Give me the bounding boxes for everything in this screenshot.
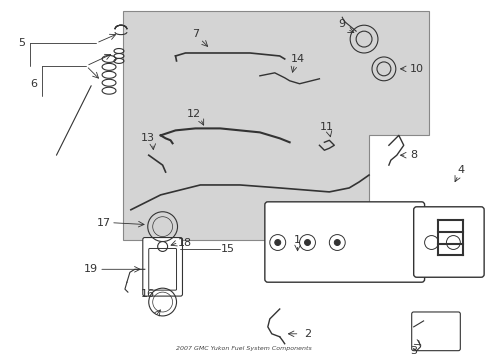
Text: 16: 16 [141,289,154,299]
Text: 2007 GMC Yukon Fuel System Components: 2007 GMC Yukon Fuel System Components [176,346,311,351]
Text: 3: 3 [409,346,416,356]
Text: 9: 9 [338,19,345,29]
Text: 13: 13 [141,133,154,143]
FancyBboxPatch shape [411,312,459,351]
Text: 5: 5 [18,38,25,48]
Circle shape [304,239,310,246]
Text: 10: 10 [409,64,423,74]
Text: 7: 7 [191,29,199,39]
Circle shape [274,239,280,246]
Text: 4: 4 [457,165,464,175]
Text: 2: 2 [304,329,310,339]
Text: 6: 6 [30,79,37,89]
Polygon shape [122,11,427,239]
Text: 11: 11 [319,122,333,132]
FancyBboxPatch shape [264,202,424,282]
Text: 1: 1 [293,234,301,244]
Text: 15: 15 [221,244,235,255]
FancyBboxPatch shape [142,238,182,296]
Text: 19: 19 [84,264,98,274]
FancyBboxPatch shape [148,248,176,290]
Text: 14: 14 [290,54,304,64]
Text: 17: 17 [97,218,111,228]
Circle shape [334,239,340,246]
Text: 8: 8 [409,150,416,160]
FancyBboxPatch shape [413,207,483,277]
Text: 12: 12 [186,108,200,118]
Text: 18: 18 [177,238,191,248]
